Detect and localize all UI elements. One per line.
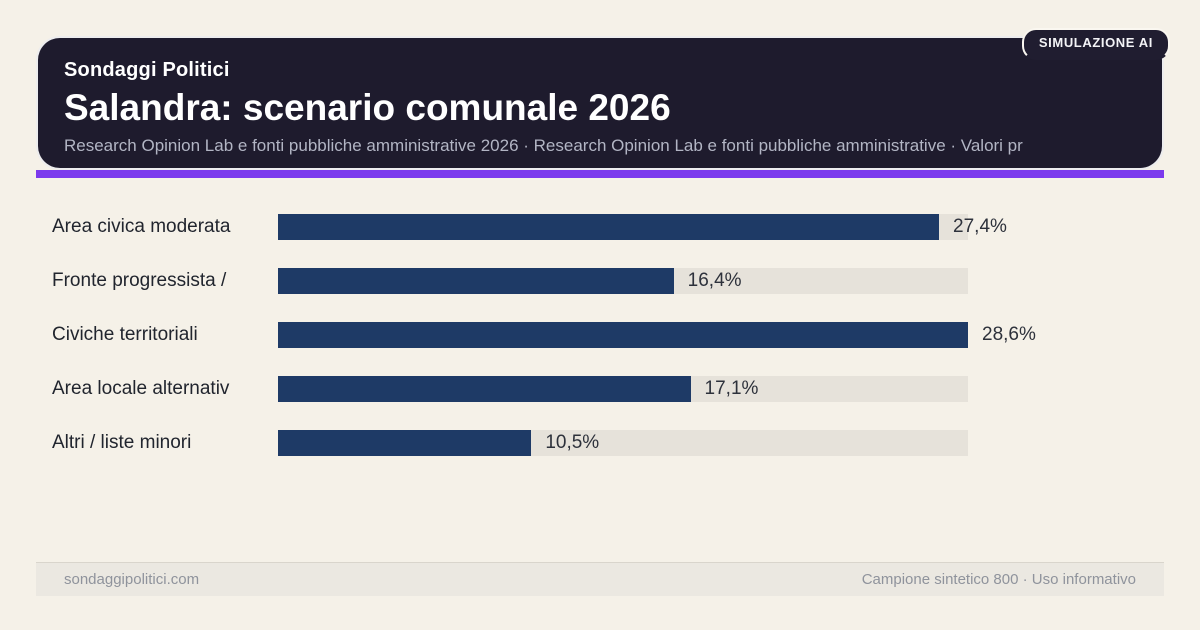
chart-row: Civiche territoriali 28,6% bbox=[52, 322, 1162, 348]
bar-track: 17,1% bbox=[278, 376, 968, 402]
footer-sample-note: Campione sintetico 800 · Uso informativo bbox=[861, 571, 1136, 588]
accent-bar bbox=[36, 170, 1164, 178]
value-label: 10,5% bbox=[545, 432, 600, 453]
site-eyebrow: Sondaggi Politici bbox=[64, 59, 230, 81]
category-label: Fronte progressista / bbox=[52, 270, 227, 291]
value-label: 28,6% bbox=[982, 324, 1036, 345]
bar bbox=[278, 268, 674, 294]
bar-track: 27,4% bbox=[278, 214, 1007, 240]
category-label: Area locale alternativ bbox=[52, 378, 230, 399]
simulation-badge: SIMULAZIONE AI bbox=[1021, 28, 1170, 60]
bar-chart: Area civica moderata 27,4% Fronte progre… bbox=[52, 214, 1162, 484]
chart-row: Altri / liste minori 10,5% bbox=[52, 430, 1162, 456]
value-label: 27,4% bbox=[953, 216, 1007, 237]
bar-track: 10,5% bbox=[278, 430, 968, 456]
bar-track: 28,6% bbox=[278, 322, 1036, 348]
category-label: Area civica moderata bbox=[52, 216, 231, 237]
page-title: Salandra: scenario comunale 2026 bbox=[64, 87, 671, 128]
value-label: 17,1% bbox=[704, 378, 759, 399]
category-label: Altri / liste minori bbox=[52, 432, 192, 453]
bar bbox=[278, 214, 940, 240]
chart-row: Area civica moderata 27,4% bbox=[52, 214, 1162, 240]
bar-track: 16,4% bbox=[278, 268, 968, 294]
header-card: Sondaggi Politici Salandra: scenario com… bbox=[36, 36, 1164, 170]
source-subtitle: Research Opinion Lab e fonti pubbliche a… bbox=[64, 136, 1023, 155]
footer-site-url: sondaggipolitici.com bbox=[64, 571, 200, 588]
chart-row: Area locale alternativ 17,1% bbox=[52, 376, 1162, 402]
bar bbox=[278, 376, 691, 402]
chart-row: Fronte progressista / 16,4% bbox=[52, 268, 1162, 294]
bar bbox=[278, 322, 968, 348]
bar bbox=[278, 430, 532, 456]
category-label: Civiche territoriali bbox=[52, 324, 198, 345]
value-label: 16,4% bbox=[687, 270, 742, 291]
footer: sondaggipolitici.com Campione sintetico … bbox=[36, 562, 1164, 596]
